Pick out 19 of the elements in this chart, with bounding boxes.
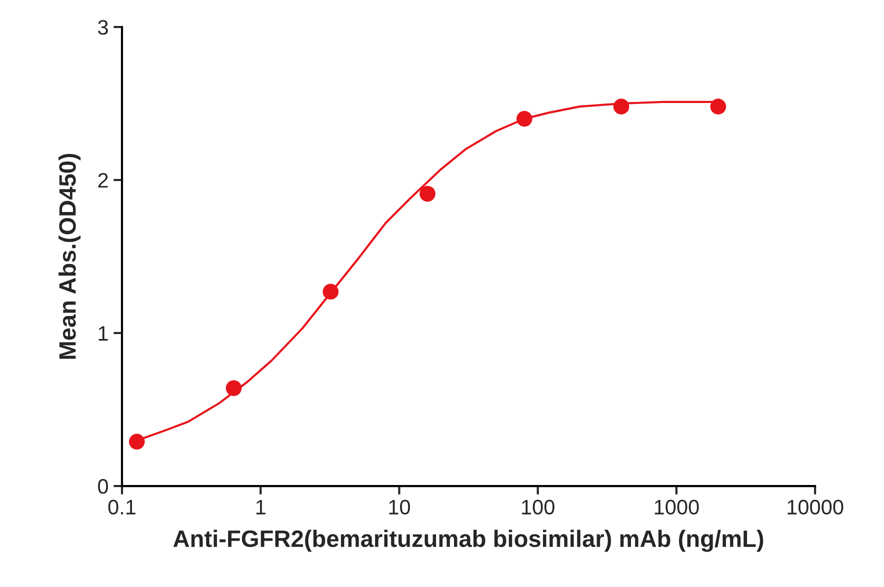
y-axis-title: Mean Abs.(OD450) [58,154,81,359]
y-tick-label: 3 [98,20,108,35]
x-tick-label: 100 [522,500,554,515]
x-axis-title: Anti-FGFR2(bemarituzumab biosimilar) mAb (ng/mL) [173,530,764,552]
x-tick-label: 1 [256,500,266,514]
x-tick-label: 0.1 [108,500,136,515]
point [710,98,726,114]
point [322,284,339,300]
point [516,110,532,127]
point [128,434,145,450]
y-tick-label: 0 [98,479,108,494]
y-tick-label: 2 [98,173,108,188]
x-tick-label: 1000 [654,500,699,515]
x-tick-label: 10 [389,500,410,515]
point [613,98,630,114]
y-tick-label: 1 [98,326,108,341]
x-tick-label: 10000 [788,500,844,515]
point [226,380,242,396]
point [420,186,436,202]
